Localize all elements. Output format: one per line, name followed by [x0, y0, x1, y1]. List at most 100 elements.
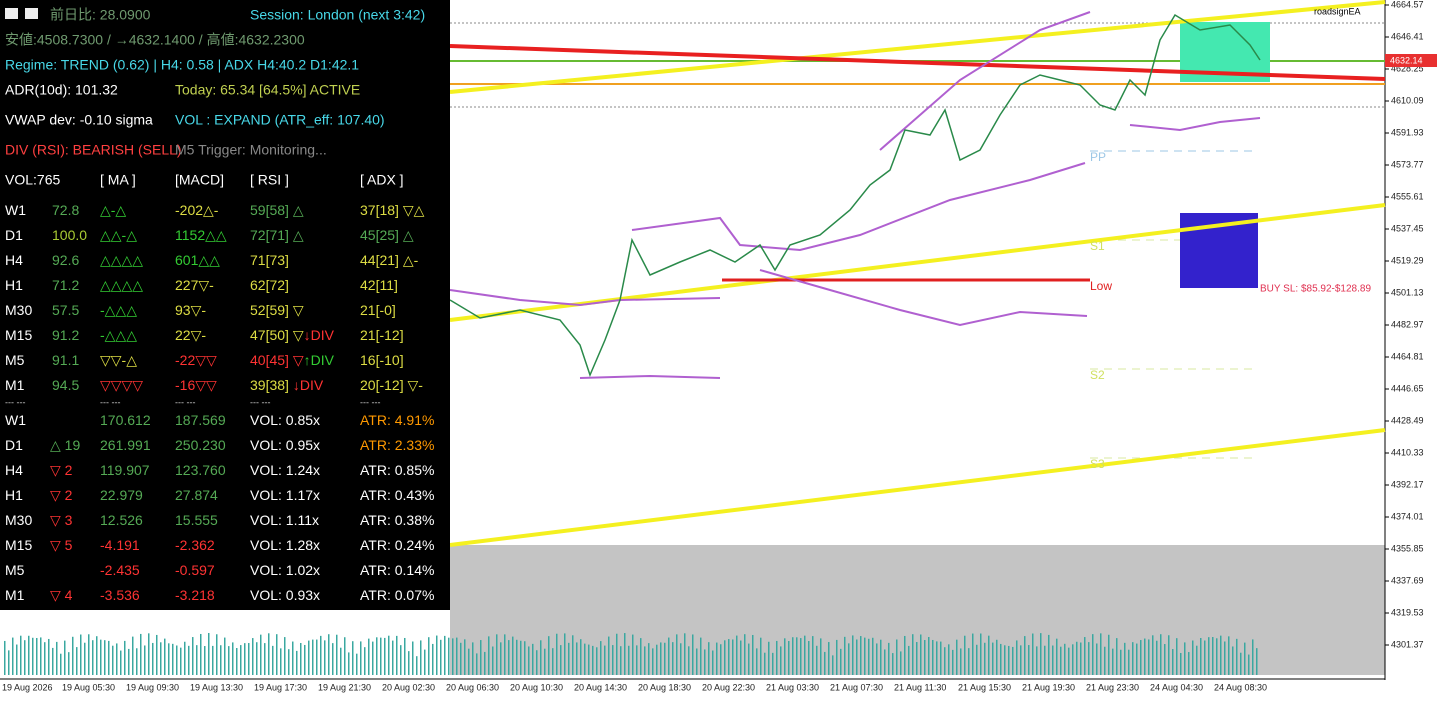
- cell-part: 37[18] ▽△: [360, 202, 425, 218]
- cell-part: D1: [5, 437, 23, 453]
- volume-bar: [548, 636, 550, 675]
- volume-bar: [744, 634, 746, 675]
- volume-bar: [84, 642, 86, 675]
- volume-bar: [836, 639, 838, 675]
- volume-bar: [416, 656, 418, 675]
- cell: M30: [5, 302, 32, 318]
- volume-bar: [1128, 649, 1130, 675]
- cell: 52[59] ▽: [250, 302, 304, 318]
- volume-bar: [592, 645, 594, 675]
- volume-bar: [1076, 641, 1078, 675]
- volume-bar: [880, 639, 882, 675]
- volume-bar: [1232, 646, 1234, 675]
- cell-part: -0.597: [175, 562, 215, 578]
- volume-bar: [400, 645, 402, 675]
- volume-bar: [796, 637, 798, 675]
- volume-bar: [680, 643, 682, 675]
- cell: ATR: 4.91%: [360, 412, 434, 428]
- cell: △△-△: [100, 227, 137, 243]
- cell-part: 91.1: [52, 352, 79, 368]
- volume-bar: [1192, 640, 1194, 675]
- price-label: 4501.13: [1391, 287, 1424, 297]
- volume-bar: [1156, 640, 1158, 675]
- volume-bar: [1000, 643, 1002, 675]
- volume-bar: [256, 642, 258, 675]
- volume-bar: [792, 637, 794, 675]
- volume-bar: [780, 646, 782, 675]
- cell-part: H4: [5, 462, 23, 478]
- cell: -2.362: [175, 537, 215, 553]
- cell: 601△△: [175, 252, 220, 268]
- volume-bar: [528, 646, 530, 675]
- cell-part: 250.230: [175, 437, 226, 453]
- separator: --- ---: [100, 397, 120, 407]
- volume-bar: [596, 647, 598, 675]
- cell-part: ATR: 2.33%: [360, 437, 434, 453]
- volume-bar: [132, 636, 134, 675]
- volume-bar: [1108, 634, 1110, 675]
- volume-bar: [456, 637, 458, 675]
- trigger: M5 Trigger: Monitoring...: [175, 142, 327, 158]
- cell-part: 21[-12]: [360, 327, 404, 343]
- cell: ▽ 3: [50, 512, 73, 528]
- cell-part: -3.536: [100, 587, 140, 603]
- volume-bar: [492, 646, 494, 675]
- cell: 1152△△: [175, 227, 227, 243]
- cell-part: ATR: 4.91%: [360, 412, 434, 428]
- volume-bar: [1088, 642, 1090, 675]
- volume-bar: [1092, 634, 1094, 675]
- volume-bar: [320, 635, 322, 675]
- volume-bar: [968, 648, 970, 675]
- session: Session: London (next 3:42): [250, 7, 425, 23]
- volume-bar: [656, 644, 658, 675]
- price-label: 4446.65: [1391, 383, 1424, 393]
- volume-bar: [652, 648, 654, 675]
- cell: M5: [5, 352, 25, 368]
- cell: 71[73]: [250, 252, 289, 268]
- cell: M1: [5, 587, 25, 603]
- volume-bar: [752, 634, 754, 675]
- volume-bar: [1048, 634, 1050, 675]
- cell-part: H4: [5, 252, 23, 268]
- time-label: 21 Aug 11:30: [894, 682, 946, 692]
- volume-bar: [216, 634, 218, 675]
- cell-part: △ 19: [50, 437, 80, 453]
- volume-bar: [628, 645, 630, 675]
- volume-bar: [928, 636, 930, 675]
- volume-bar: [1164, 644, 1166, 675]
- time-label: 19 Aug 13:30: [190, 682, 243, 692]
- volume-bar: [1096, 643, 1098, 675]
- volume-bar: [988, 635, 990, 675]
- volume-bar: [1012, 646, 1014, 675]
- time-label: 24 Aug 04:30: [1150, 682, 1203, 692]
- cell: -0.597: [175, 562, 215, 578]
- cell: 27.874: [175, 487, 218, 503]
- price-label: 4355.85: [1391, 543, 1424, 553]
- volume-bar: [1148, 639, 1150, 675]
- volume-bar: [540, 640, 542, 675]
- time-label: 19 Aug 2026: [2, 682, 53, 692]
- volume-bar: [368, 638, 370, 675]
- volume-bar: [116, 643, 118, 675]
- volume-bar: [8, 650, 10, 675]
- cell-part: ▽ 5: [50, 537, 73, 553]
- trend-line: [449, 44, 1386, 81]
- volume-bar: [704, 649, 706, 675]
- volume-bar: [912, 634, 914, 675]
- cell: -202△-: [175, 202, 219, 218]
- volume-bar: [224, 637, 226, 675]
- cell-part: 12.526: [100, 512, 143, 528]
- volume-bar: [1248, 654, 1250, 675]
- volume-bar: [636, 645, 638, 675]
- cell-part: 20[-12] ▽-: [360, 377, 423, 393]
- volume-bar: [352, 641, 354, 675]
- volume-bar: [436, 635, 438, 675]
- volume-bar: [676, 634, 678, 675]
- cell-part: 42[11]: [360, 277, 398, 293]
- cell-part: -△△△: [100, 327, 137, 343]
- volume-bar: [32, 637, 34, 675]
- volume-bar: [1068, 647, 1070, 675]
- volume-bar: [876, 643, 878, 675]
- volume-bar: [1224, 641, 1226, 675]
- volume-bar: [1188, 652, 1190, 675]
